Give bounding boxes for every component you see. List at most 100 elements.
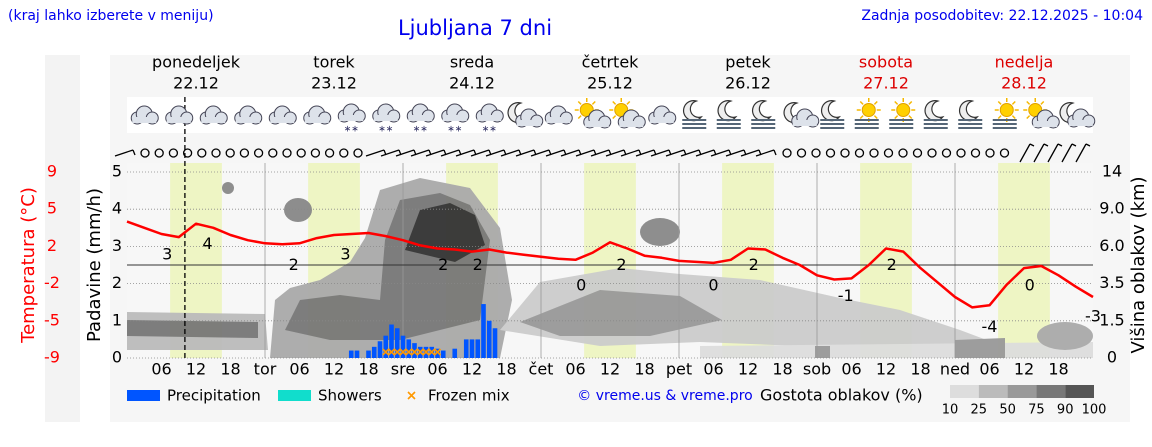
frozen-mix-marker: [416, 348, 424, 356]
wind-calm: [941, 148, 952, 158]
icon-cloud: [1033, 121, 1058, 127]
wind-calm: [296, 148, 306, 158]
weather-icon: [854, 98, 881, 129]
precip-bar: [389, 324, 394, 358]
wind-calm: [898, 148, 908, 158]
weather-icon: [923, 100, 948, 129]
icon-cloud: [442, 115, 467, 121]
temperature-label: 2: [616, 255, 626, 274]
x-tick-label: 06: [979, 360, 999, 379]
cloud-legend-swatch: [1036, 385, 1066, 398]
cloud-patch: [520, 290, 722, 336]
x-tick-label: 12: [600, 360, 620, 379]
icon-snow: ∗∗: [413, 125, 428, 135]
day-date: 24.12: [449, 74, 495, 93]
icon-snow: ∗∗: [482, 125, 497, 135]
x-tick-label: 18: [772, 360, 792, 379]
icon-snow: ∗∗: [378, 125, 393, 135]
icon-sun-ray: [1040, 100, 1045, 105]
icon-sun-ray: [859, 115, 864, 120]
x-tick-label: sob: [803, 360, 831, 379]
updated: Zadnja posodobitev: 22.12.2025 - 10:04: [861, 8, 1143, 24]
icon-cloud: [649, 117, 674, 123]
cloud-density: [127, 178, 1093, 358]
wind-calm: [956, 148, 966, 158]
cloud-patch: [127, 320, 258, 338]
weather-icon: [751, 100, 776, 129]
precip-bar: [354, 350, 360, 358]
temperature-label: 0: [576, 276, 586, 295]
temperature-label: 4: [202, 234, 212, 253]
y-tick-label: 4: [112, 199, 122, 218]
icon-cloud: [1068, 120, 1093, 126]
x-tick-label: 12: [1014, 360, 1034, 379]
legend-swatch: [127, 390, 160, 401]
legend-label: Frozen mix: [428, 387, 510, 405]
wind-calm: [811, 148, 821, 158]
x-tick-label: 12: [324, 360, 344, 379]
x-tick-label: čet: [529, 360, 554, 379]
wind-calm: [999, 148, 1010, 158]
temperature-label: 0: [708, 276, 718, 295]
x-tick-label: pet: [666, 360, 692, 379]
frozen-mix-marker: [433, 348, 442, 356]
day-name: četrtek: [582, 53, 640, 72]
icon-sun-ray: [873, 115, 878, 120]
weather-icon: [574, 98, 612, 129]
frozen-mix-marker: [387, 348, 396, 356]
icon-cloud: [201, 117, 226, 123]
wind-calm: [840, 148, 850, 158]
icon-sun-ray: [577, 115, 582, 120]
day-name: petek: [725, 53, 771, 72]
day-date: 28.12: [1001, 74, 1047, 93]
wind-calm: [339, 148, 349, 158]
y2-tick-label: 1.5: [1099, 310, 1124, 329]
cloud-legend-label: 75: [1028, 403, 1045, 418]
weather-icon: [268, 105, 297, 125]
cloud-patch: [284, 198, 312, 222]
temperature-line: [126, 220, 1094, 309]
wind-calm: [211, 148, 221, 158]
day-name: sreda: [450, 53, 494, 72]
icon-cloud: [235, 117, 260, 123]
precip-bar: [440, 350, 446, 358]
x-tick-label: 18: [1048, 360, 1068, 379]
temperature-tick-label: 9: [47, 162, 57, 181]
precip-bar: [371, 346, 377, 358]
icon-snow: ∗∗: [344, 125, 359, 135]
weather-icon: [1023, 98, 1060, 129]
weather-icon: [820, 100, 845, 129]
cloud-legend-swatch: [1065, 385, 1094, 398]
hint: (kraj lahko izberete v meniju): [8, 8, 214, 24]
x-tick-label: 06: [703, 360, 723, 379]
icon-sun: [861, 103, 876, 117]
wind-barb: [1019, 143, 1035, 163]
wind-calm: [869, 148, 879, 158]
weather-icon: [165, 105, 194, 125]
icon-cloud: [339, 115, 364, 121]
icon-sun: [896, 103, 911, 117]
weather-icon: [889, 98, 916, 129]
precip-bar: [348, 350, 354, 358]
wind-barb: [1061, 143, 1077, 163]
icon-cloud: [132, 117, 157, 123]
icon-snow: ∗∗: [447, 125, 462, 135]
weather-icon: [783, 102, 820, 128]
temperature-label: -4: [982, 317, 998, 336]
cloud-legend-label: 90: [1057, 403, 1074, 418]
icon-cloud: [270, 117, 295, 123]
credit: © vreme.us & vreme.pro: [577, 388, 752, 404]
wind-barb: [1075, 143, 1091, 163]
icon-sun-ray: [577, 100, 582, 105]
y-tick-label: 1: [112, 310, 122, 329]
temperature-tick-label: -9: [44, 348, 60, 367]
weather-icon: [682, 100, 707, 129]
x-tick-label: 18: [358, 360, 378, 379]
cloud-legend-swatch: [1007, 385, 1037, 398]
y2-axis-title: Višina oblakov (km): [1128, 176, 1149, 353]
y2-tick-label: 0: [1107, 348, 1117, 367]
wind-calm: [197, 148, 207, 158]
x-tick-label: 06: [151, 360, 171, 379]
